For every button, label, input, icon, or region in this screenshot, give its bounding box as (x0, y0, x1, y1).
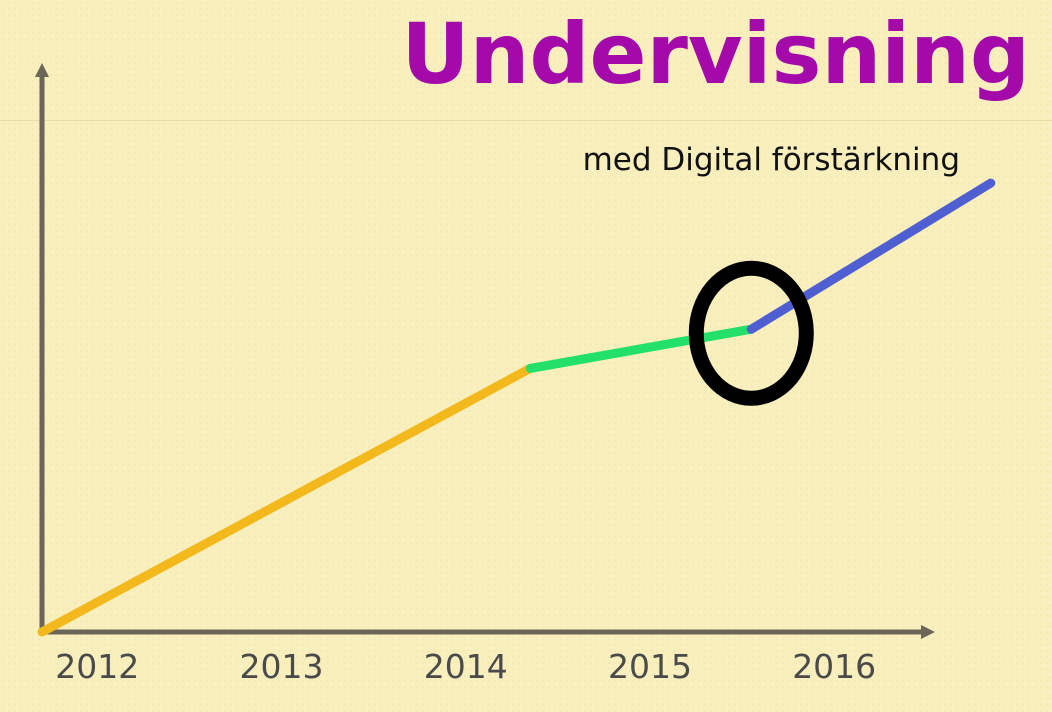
x-tick-label-2016: 2016 (792, 647, 876, 686)
x-tick-label-2014: 2014 (424, 647, 508, 686)
chart-subtitle: med Digital förstärkning (582, 142, 960, 178)
background-rule (0, 120, 1052, 121)
line-segment-3 (746, 178, 996, 334)
line-segment-2 (525, 324, 756, 373)
highlight-circle (688, 260, 814, 406)
x-tick-label-2015: 2015 (608, 647, 692, 686)
line-segment-1 (37, 363, 535, 637)
chart-title: Undervisning (401, 5, 1030, 103)
series-segments (37, 178, 996, 637)
x-tick-labels: 2012 2013 2014 2015 2016 (55, 647, 876, 686)
axes (35, 63, 935, 639)
annotation-group (688, 260, 814, 406)
x-tick-label-2013: 2013 (240, 647, 324, 686)
x-tick-label-2012: 2012 (55, 647, 139, 686)
